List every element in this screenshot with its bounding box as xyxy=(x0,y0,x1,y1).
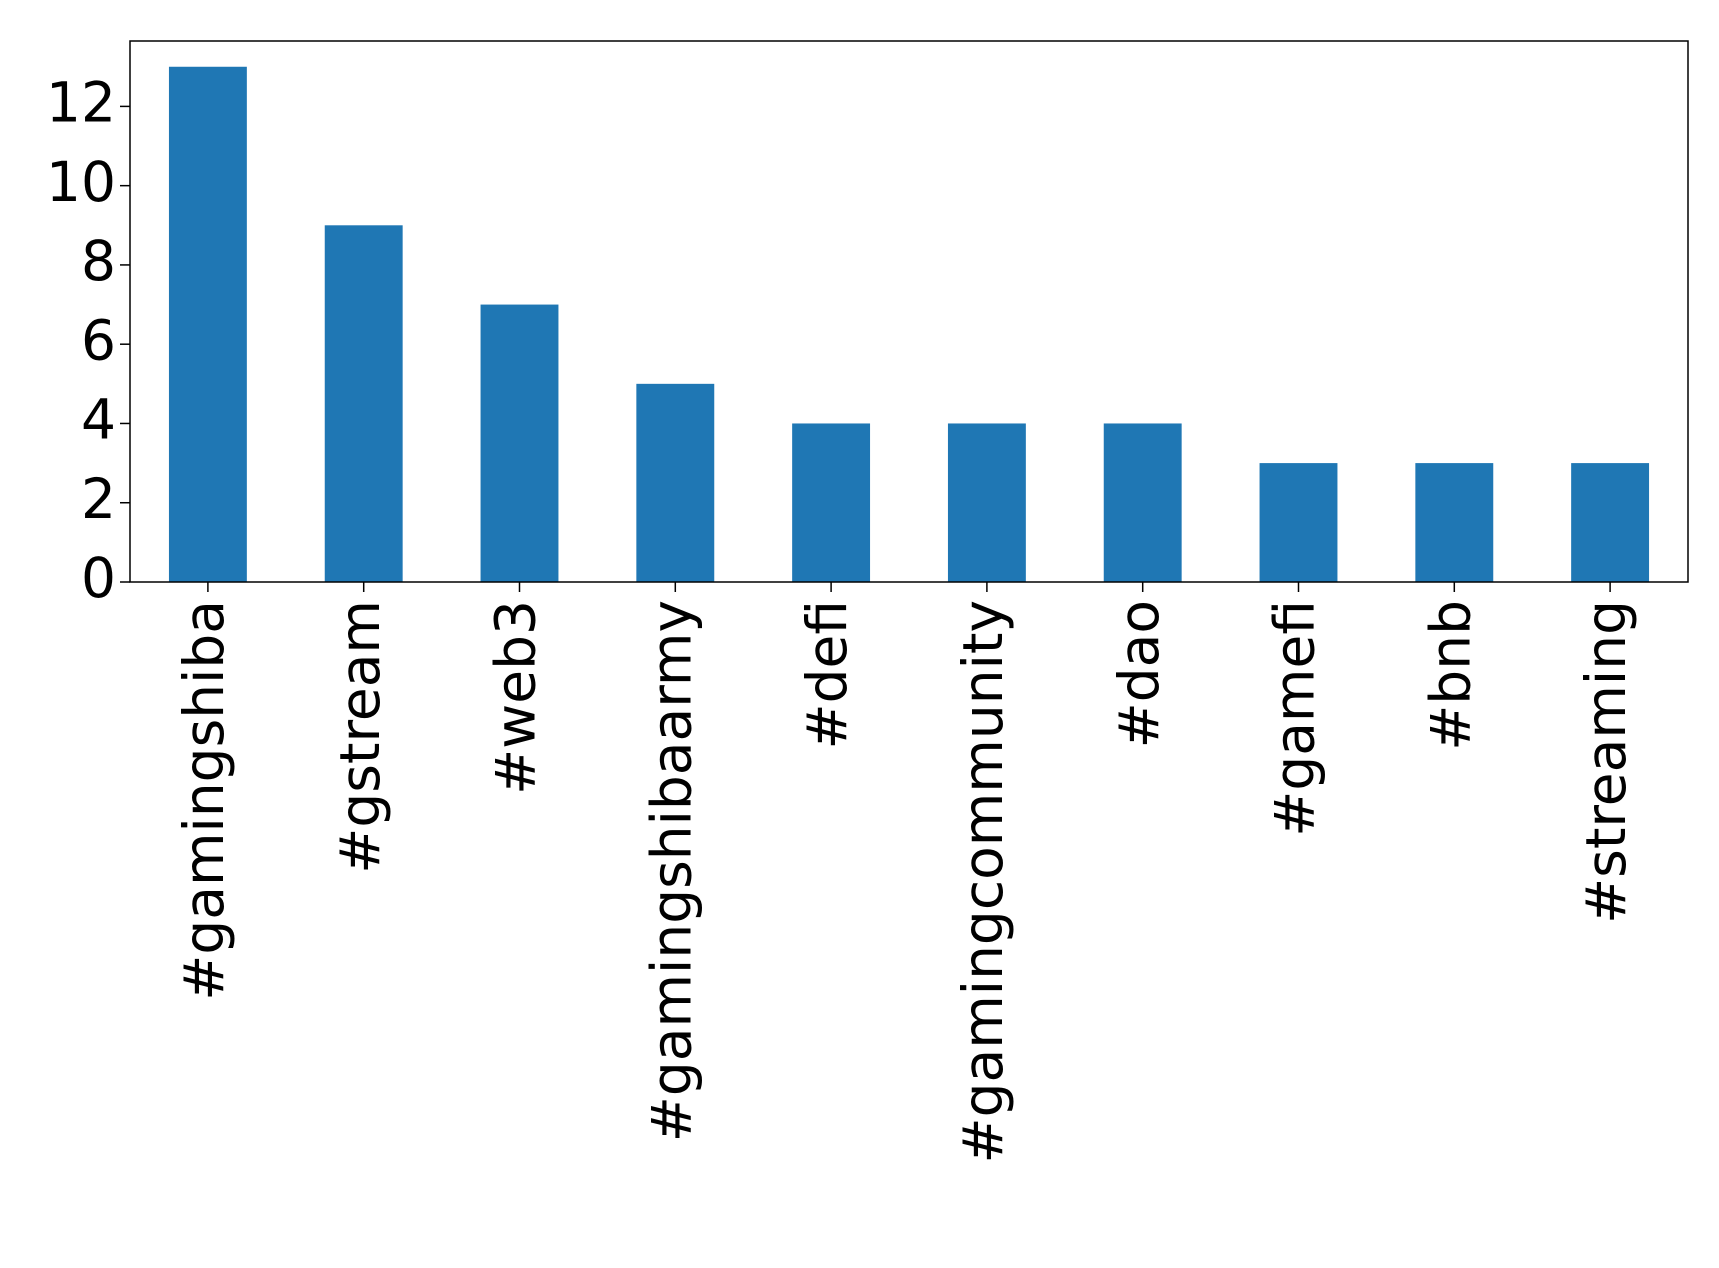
bar xyxy=(1259,463,1338,582)
x-tick-label: #streaming xyxy=(1574,600,1638,924)
bar xyxy=(947,423,1026,582)
plot-frame xyxy=(129,40,1689,583)
x-tick-label: #gstream xyxy=(328,600,392,874)
y-tick-label: 6 xyxy=(81,308,116,372)
bar xyxy=(324,225,403,583)
bar xyxy=(636,383,715,582)
x-tick-label: #gamingcommunity xyxy=(951,600,1015,1163)
bar xyxy=(792,423,871,582)
bar xyxy=(168,66,247,582)
x-tick-label: #bnb xyxy=(1418,600,1482,751)
x-tick-label: #defi xyxy=(795,600,859,749)
bar xyxy=(1415,463,1494,582)
bar xyxy=(1103,423,1182,582)
x-tick-label: #dao xyxy=(1107,600,1171,748)
y-tick-label: 8 xyxy=(81,229,116,293)
bar xyxy=(1571,463,1650,582)
x-tick-label: #gamingshiba xyxy=(172,600,236,1001)
y-tick-label: 4 xyxy=(81,388,116,452)
y-tick-label: 10 xyxy=(46,150,116,214)
y-tick-label: 0 xyxy=(81,546,116,610)
x-tick-label: #gamefi xyxy=(1263,600,1327,837)
bar xyxy=(480,304,559,582)
y-tick-label: 2 xyxy=(81,467,116,531)
x-tick-label: #web3 xyxy=(484,600,548,795)
y-tick-label: 12 xyxy=(46,71,116,135)
x-tick-label: #gamingshibaarmy xyxy=(639,600,703,1142)
